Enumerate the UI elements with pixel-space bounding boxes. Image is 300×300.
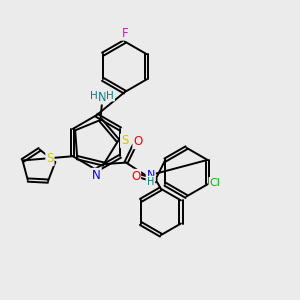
Text: Cl: Cl — [209, 178, 220, 188]
Text: S: S — [121, 134, 128, 147]
Text: N: N — [98, 91, 107, 103]
Text: O: O — [131, 170, 140, 183]
Text: H: H — [90, 91, 98, 100]
Text: F: F — [122, 27, 128, 40]
Text: S: S — [46, 152, 54, 165]
Text: H: H — [147, 177, 154, 187]
Text: O: O — [133, 135, 142, 148]
Text: N: N — [146, 170, 155, 180]
Text: N: N — [92, 169, 101, 182]
Text: H: H — [106, 91, 114, 100]
